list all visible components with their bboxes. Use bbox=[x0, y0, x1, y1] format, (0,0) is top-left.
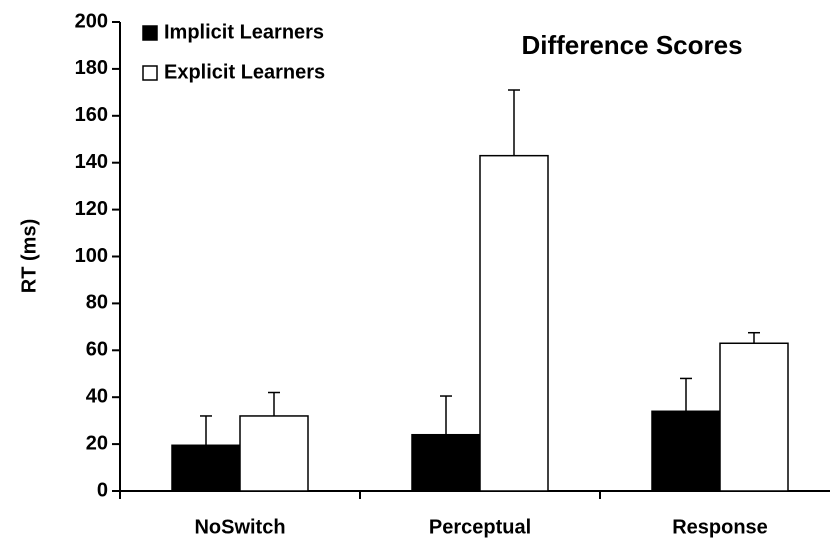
x-tick-label: Response bbox=[672, 516, 768, 538]
x-tick-label: Perceptual bbox=[429, 516, 531, 538]
y-tick-label: 40 bbox=[86, 385, 108, 407]
bar bbox=[719, 342, 789, 492]
y-tick-label: 120 bbox=[75, 198, 108, 220]
bar bbox=[411, 433, 481, 492]
y-axis-label: RT (ms) bbox=[18, 219, 40, 293]
bar bbox=[651, 410, 721, 492]
bar bbox=[239, 415, 309, 492]
y-tick-label: 20 bbox=[86, 432, 108, 454]
y-tick-label: 160 bbox=[75, 104, 108, 126]
y-tick-label: 0 bbox=[97, 479, 108, 501]
chart-title: Difference Scores bbox=[521, 30, 742, 60]
legend-swatch bbox=[142, 65, 158, 81]
bar bbox=[171, 444, 241, 492]
x-tick-label: NoSwitch bbox=[194, 516, 285, 538]
y-tick-label: 60 bbox=[86, 339, 108, 361]
y-tick-label: 180 bbox=[75, 57, 108, 79]
y-tick-label: 80 bbox=[86, 292, 108, 314]
legend-label: Explicit Learners bbox=[164, 61, 325, 83]
y-tick-label: 200 bbox=[75, 10, 108, 32]
y-tick-label: 140 bbox=[75, 151, 108, 173]
y-tick-label: 100 bbox=[75, 245, 108, 267]
legend-label: Implicit Learners bbox=[164, 21, 324, 43]
legend-swatch bbox=[142, 25, 158, 41]
bar bbox=[479, 154, 549, 492]
